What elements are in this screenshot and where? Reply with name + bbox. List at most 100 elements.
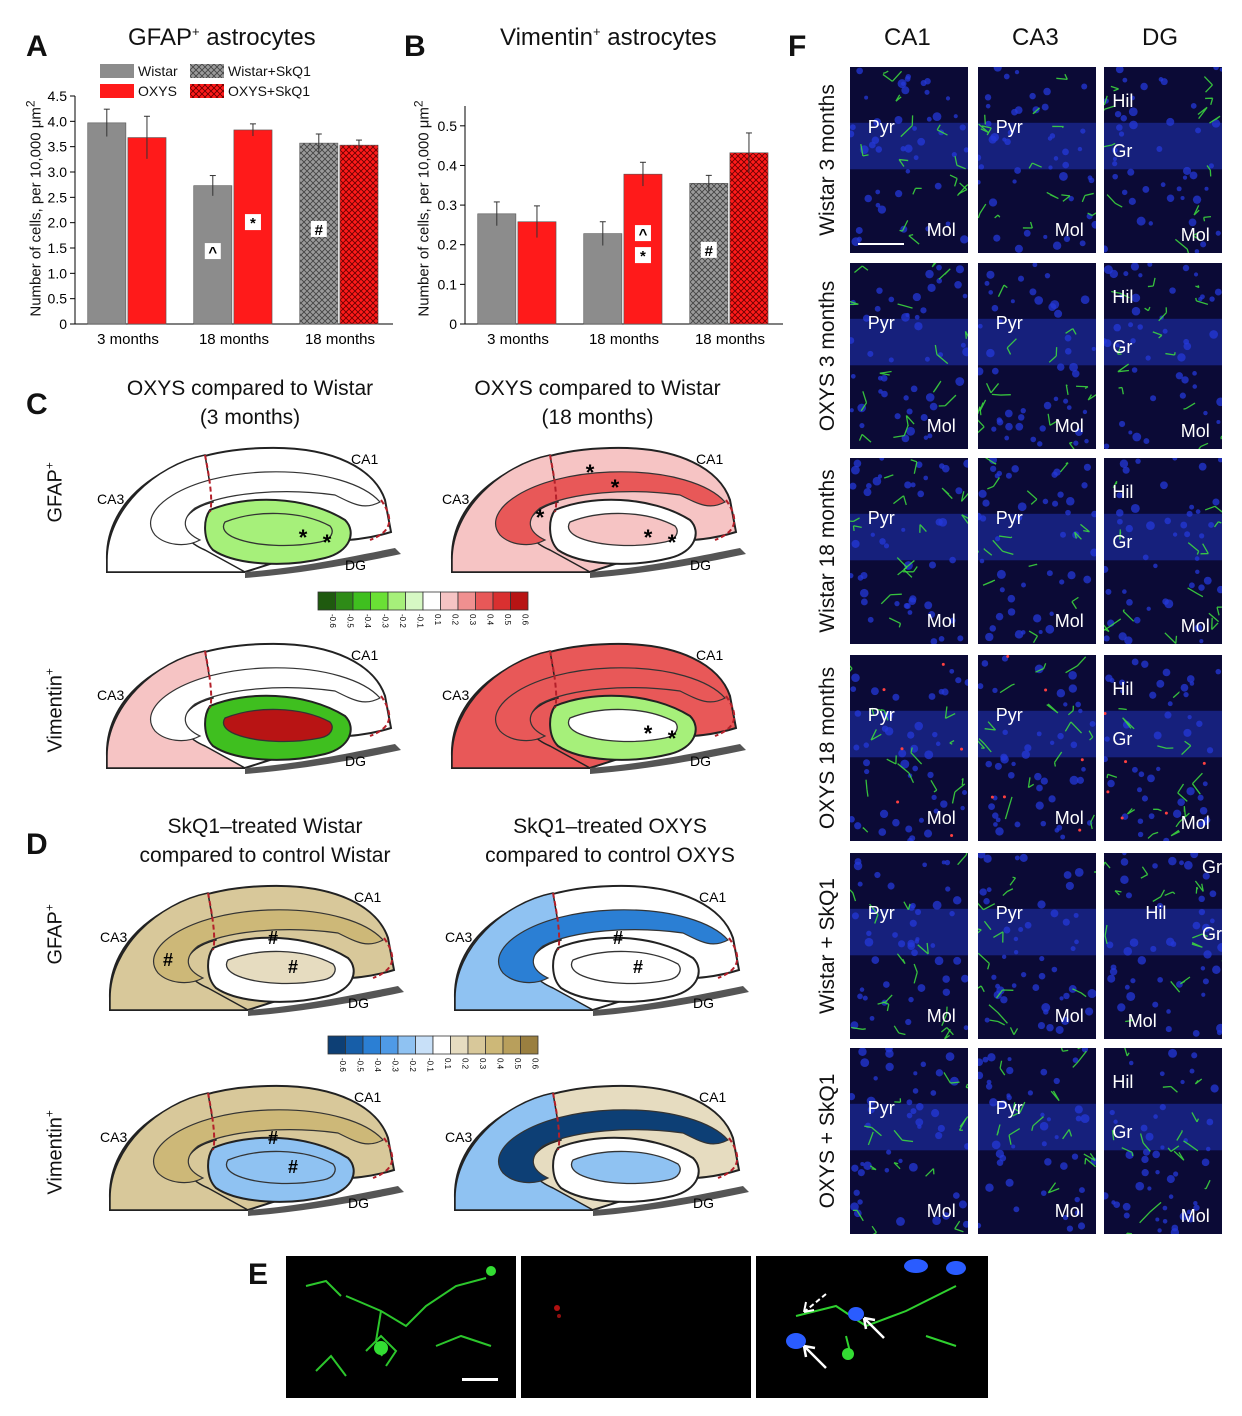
astrocyte-process xyxy=(1193,205,1200,216)
astrocyte-process xyxy=(1206,165,1212,177)
astrocyte-process xyxy=(1062,1129,1073,1140)
micrograph-region-label: Gr xyxy=(1112,729,1133,750)
astrocyte-process xyxy=(1183,806,1187,817)
micrograph-tile: Pyr Mol xyxy=(850,1048,968,1234)
astrocyte-process xyxy=(979,399,987,412)
astrocyte-process xyxy=(1192,933,1208,939)
nucleus xyxy=(1065,509,1071,516)
nucleus xyxy=(853,459,862,468)
scale-swatch xyxy=(352,591,371,611)
ca1-end-border xyxy=(714,695,736,737)
scale-tick-label: -0.1 xyxy=(425,1058,434,1072)
nucleus xyxy=(1177,353,1186,362)
vimentin-dot xyxy=(1124,760,1128,764)
astrocyte-process xyxy=(850,665,853,672)
nucleus xyxy=(942,975,950,983)
nucleus xyxy=(1137,818,1144,824)
nucleus xyxy=(888,296,895,303)
nucleus xyxy=(961,974,968,983)
nucleus xyxy=(991,1140,1001,1150)
cell-layer-band xyxy=(1104,122,1222,170)
nucleus xyxy=(895,190,903,198)
nucleus xyxy=(1077,146,1083,152)
panel-f-row-label: Wistar 18 months xyxy=(816,469,839,633)
nucleus xyxy=(978,1222,982,1229)
nucleus xyxy=(1048,795,1056,803)
astrocyte-process xyxy=(908,233,920,245)
astrocyte-process xyxy=(1204,505,1222,513)
astrocyte-process xyxy=(978,738,992,753)
nucleus xyxy=(907,731,915,739)
nucleus xyxy=(1043,234,1048,239)
nucleus xyxy=(1165,1026,1172,1033)
astrocyte-process xyxy=(1081,192,1094,203)
nucleus xyxy=(1048,165,1053,170)
nucleus xyxy=(922,862,927,868)
nucleus xyxy=(863,759,871,767)
astrocyte-process xyxy=(917,942,929,955)
nucleus xyxy=(870,907,877,914)
significance-mark: # xyxy=(705,243,714,260)
nucleus xyxy=(1159,1071,1165,1077)
nucleus xyxy=(1188,582,1195,589)
nucleus xyxy=(1153,563,1158,569)
nucleus xyxy=(1087,175,1093,181)
nucleus xyxy=(978,853,986,859)
astrocyte-process xyxy=(991,393,1011,396)
micrograph-region-label: Mol xyxy=(926,415,956,436)
nucleus xyxy=(1049,133,1056,139)
nucleus xyxy=(1213,67,1219,71)
pyramidal-layer xyxy=(498,909,729,984)
nucleus xyxy=(901,434,910,443)
nucleus xyxy=(979,888,987,896)
nucleus xyxy=(1007,1057,1012,1062)
nucleus xyxy=(945,96,951,101)
nucleus xyxy=(1202,872,1210,880)
panel-f-col-ca1: CA1 xyxy=(884,24,931,51)
nucleus xyxy=(954,281,962,289)
nucleus xyxy=(978,164,985,170)
ca1-end-border xyxy=(717,1137,739,1179)
astrocyte-process xyxy=(1104,105,1116,112)
nucleus xyxy=(1071,1153,1079,1160)
nucleus xyxy=(1091,220,1096,229)
bar xyxy=(583,233,623,325)
scale-tick-label: -0.2 xyxy=(398,614,407,628)
nucleus xyxy=(925,393,935,402)
scale-swatch xyxy=(467,1035,486,1055)
nucleus xyxy=(1119,459,1129,468)
nucleus xyxy=(1080,128,1086,134)
nucleus xyxy=(1168,856,1177,866)
nucleus xyxy=(878,389,883,394)
micrograph-region-label: Mol xyxy=(1054,415,1084,436)
astrocyte-process xyxy=(888,617,902,628)
nucleus xyxy=(917,490,925,498)
nucleus xyxy=(964,1143,968,1150)
astrocyte-process xyxy=(1167,1145,1180,1152)
nucleus xyxy=(925,226,931,232)
nucleus xyxy=(1128,430,1133,435)
nucleus xyxy=(914,322,923,331)
nucleus xyxy=(912,765,919,772)
ca1-label: CA1 xyxy=(351,451,378,467)
nucleus xyxy=(1033,614,1042,623)
ca3-ca1-border xyxy=(204,650,213,709)
scale-swatch xyxy=(457,591,476,611)
ca1-end-border xyxy=(369,499,391,541)
astrocyte-process xyxy=(1200,543,1209,555)
astrocyte-process xyxy=(1087,394,1096,401)
astrocyte-process xyxy=(913,963,918,984)
astrocyte-process xyxy=(981,125,992,136)
micrograph-region-label: Mol xyxy=(926,219,956,240)
astrocyte-process xyxy=(898,158,909,167)
nucleus xyxy=(873,1076,878,1081)
nucleus xyxy=(1186,510,1193,517)
nucleus xyxy=(1104,338,1108,344)
nucleus xyxy=(998,319,1003,324)
nucleus xyxy=(877,375,883,381)
scale-tick-label: 0.4 xyxy=(485,614,494,626)
astrocyte-process xyxy=(932,380,942,393)
nucleus xyxy=(1074,939,1079,945)
nucleus xyxy=(875,202,881,208)
nucleus xyxy=(1012,179,1017,184)
